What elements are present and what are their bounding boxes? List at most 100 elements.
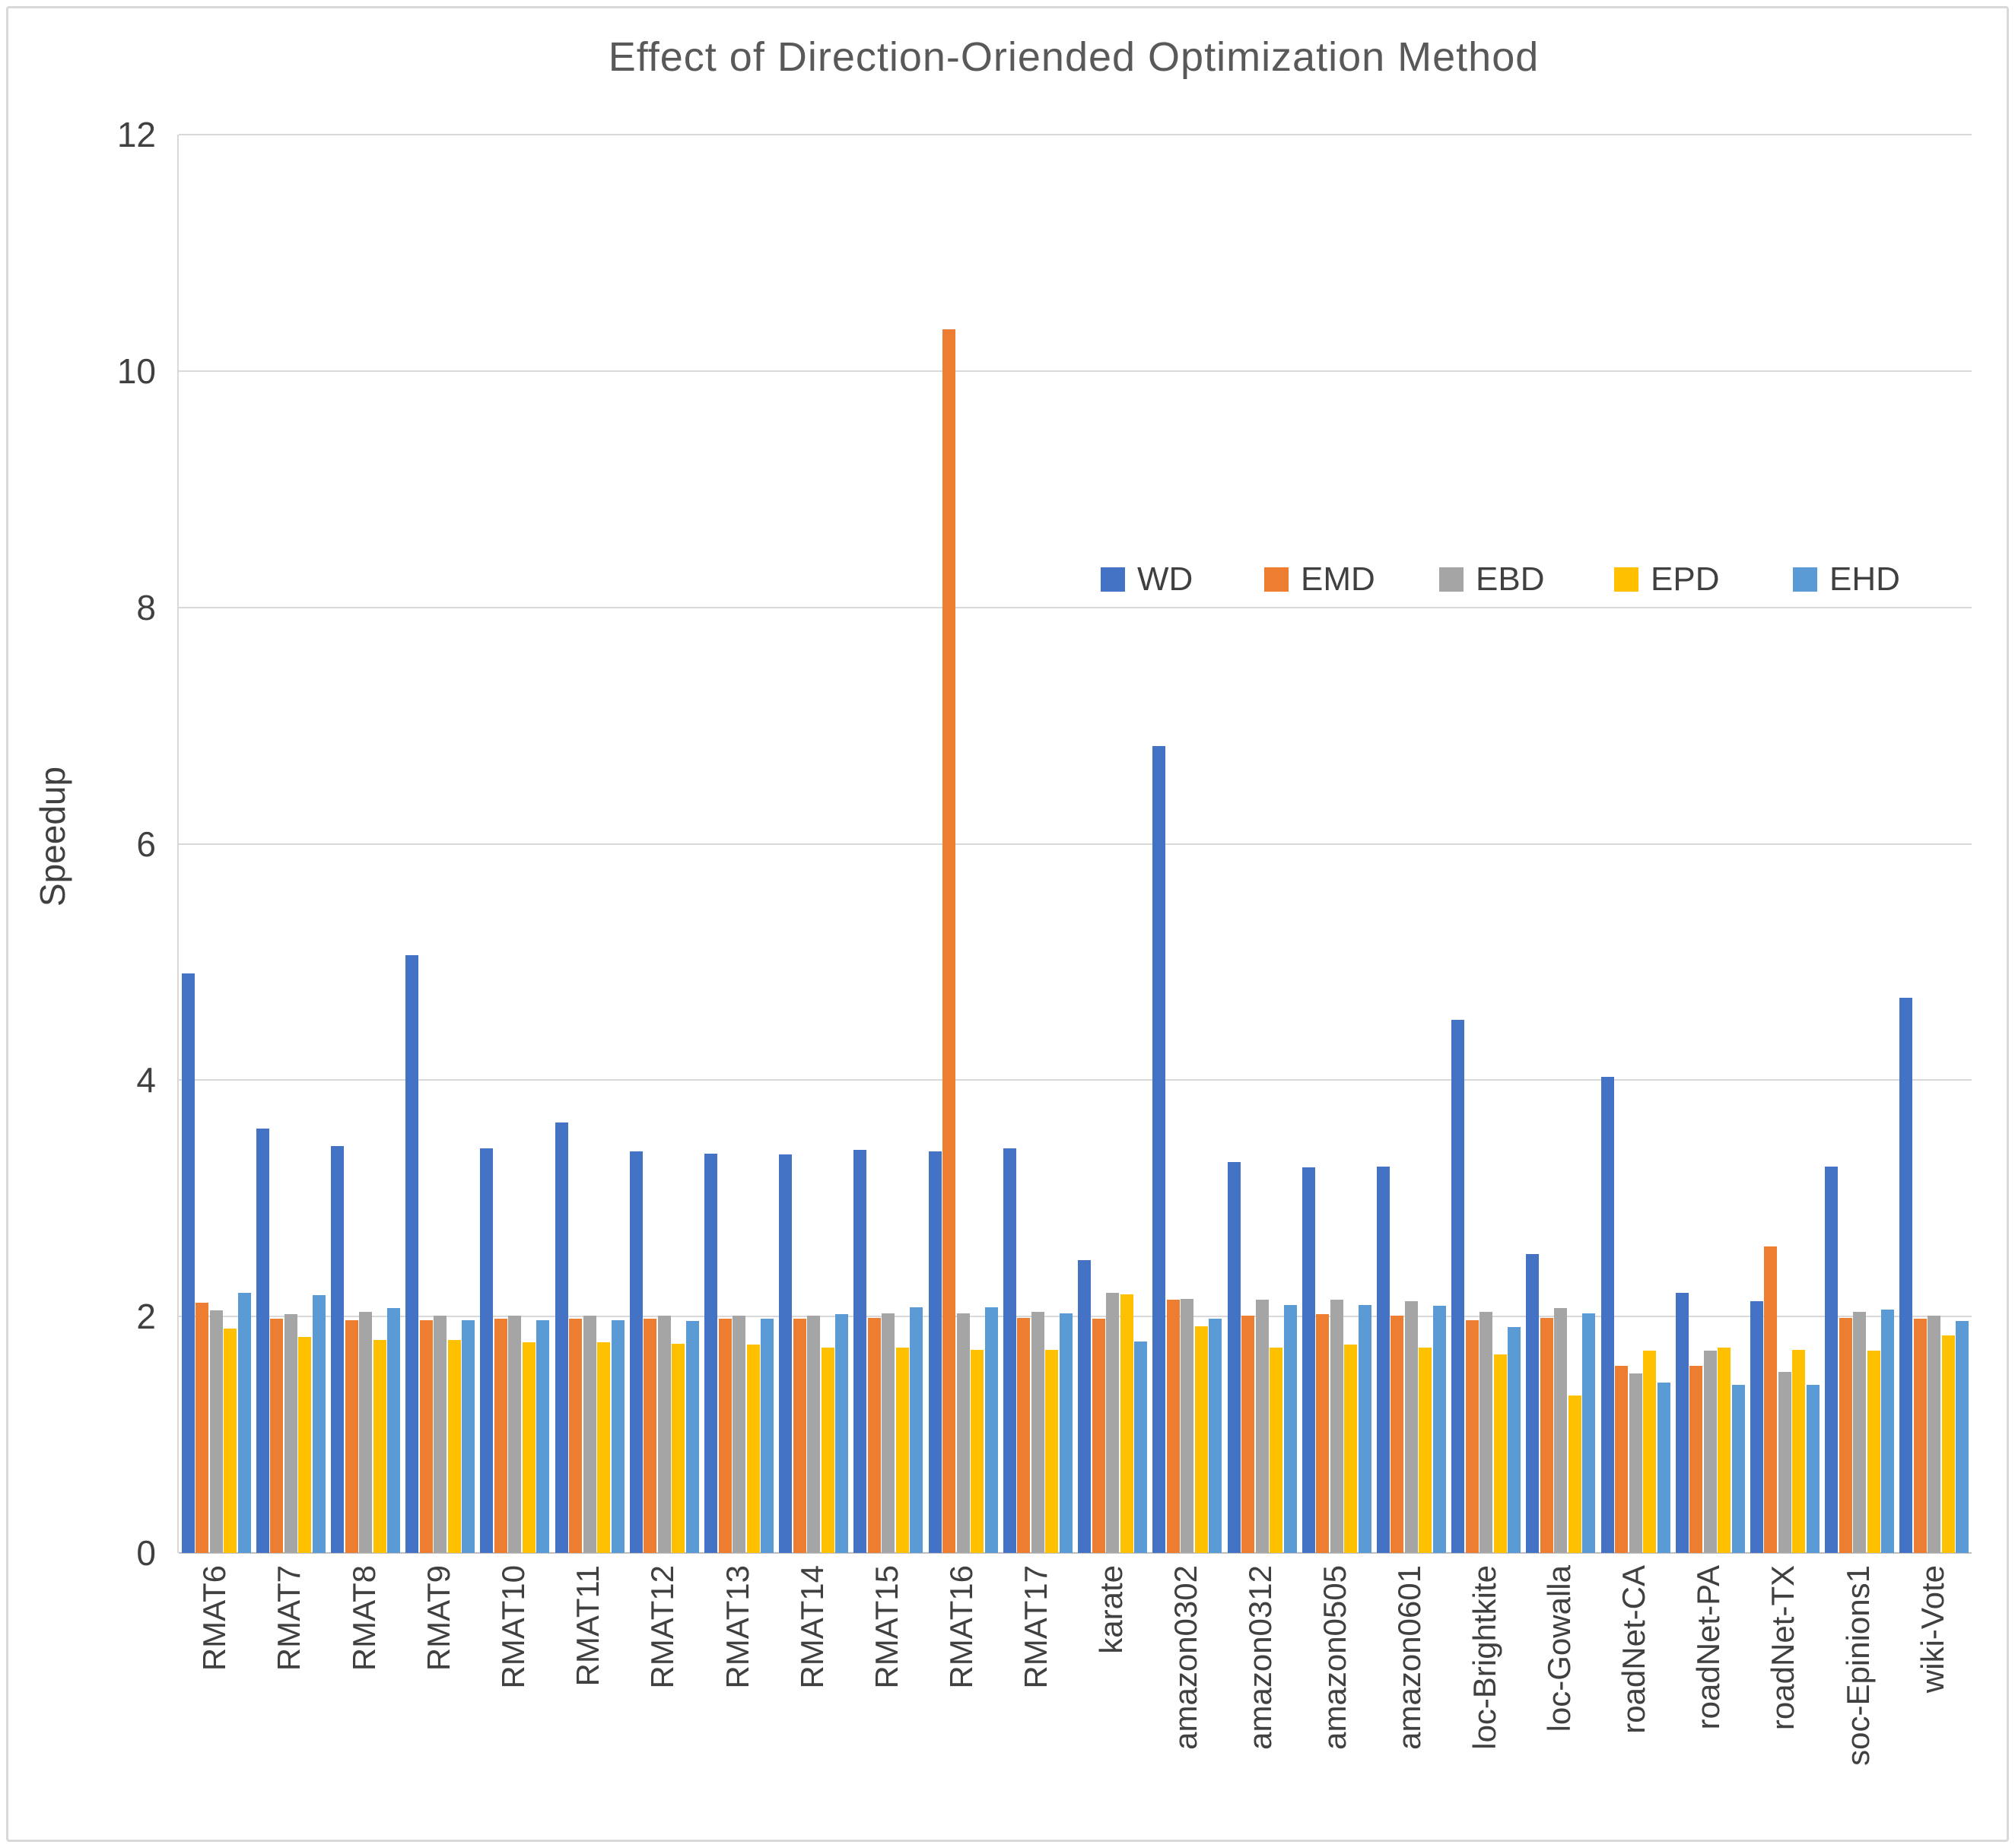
bar-EHD-amazon0302 bbox=[1209, 1319, 1222, 1553]
bar-EMD-RMAT13 bbox=[718, 1319, 732, 1553]
bar-EBD-RMAT7 bbox=[284, 1314, 297, 1553]
bar-EHD-RMAT9 bbox=[462, 1319, 475, 1553]
bar-EPD-RMAT15 bbox=[895, 1347, 909, 1553]
x-tick-label-RMAT6: RMAT6 bbox=[196, 1565, 233, 1672]
bar-WD-roadNet-TX bbox=[1750, 1300, 1763, 1553]
bar-EBD-RMAT6 bbox=[209, 1310, 223, 1553]
legend-swatch-EBD bbox=[1439, 567, 1464, 592]
bar-EHD-RMAT15 bbox=[910, 1307, 923, 1553]
bar-EHD-roadNet-TX bbox=[1806, 1385, 1820, 1553]
legend-label-EPD: EPD bbox=[1651, 560, 1720, 598]
bar-EMD-RMAT11 bbox=[569, 1319, 583, 1553]
bar-EMD-roadNet-PA bbox=[1689, 1366, 1703, 1553]
bar-EPD-RMAT9 bbox=[447, 1340, 461, 1553]
bar-WD-amazon0312 bbox=[1227, 1161, 1241, 1553]
bar-EHD-amazon0601 bbox=[1432, 1306, 1446, 1553]
bar-EMD-loc-Gowalla bbox=[1540, 1317, 1553, 1553]
chart-title: Effect of Direction-Oriended Optimizatio… bbox=[608, 34, 1540, 80]
legend-label-EBD: EBD bbox=[1476, 560, 1545, 598]
x-tick-label-RMAT11: RMAT11 bbox=[570, 1565, 606, 1687]
bar-WD-RMAT8 bbox=[331, 1146, 345, 1553]
bar-EHD-RMAT14 bbox=[835, 1314, 849, 1553]
bar-EPD-loc-Brightkite bbox=[1493, 1354, 1507, 1553]
gridline-y6 bbox=[179, 843, 1972, 845]
bar-EPD-soc-Epinions1 bbox=[1867, 1351, 1880, 1553]
bar-EHD-amazon0505 bbox=[1358, 1304, 1371, 1553]
x-tick-label-RMAT12: RMAT12 bbox=[644, 1565, 681, 1689]
bar-EMD-amazon0312 bbox=[1241, 1315, 1255, 1553]
bar-EMD-RMAT15 bbox=[867, 1317, 881, 1553]
bar-EBD-roadNet-PA bbox=[1703, 1351, 1717, 1553]
bar-EBD-loc-Brightkite bbox=[1479, 1311, 1493, 1553]
bar-EBD-RMAT13 bbox=[733, 1315, 746, 1553]
gridline-y2 bbox=[179, 1316, 1972, 1318]
legend-item-EHD: EHD bbox=[1793, 560, 1900, 599]
x-tick-label-RMAT10: RMAT10 bbox=[494, 1565, 531, 1689]
y-tick-label-0: 0 bbox=[136, 1533, 156, 1573]
bar-EPD-RMAT17 bbox=[1045, 1349, 1059, 1553]
y-tick-label-4: 4 bbox=[136, 1060, 156, 1100]
bar-EHD-amazon0312 bbox=[1283, 1304, 1297, 1553]
bar-WD-RMAT7 bbox=[256, 1129, 269, 1553]
bar-EBD-RMAT17 bbox=[1031, 1311, 1044, 1553]
bar-EMD-roadNet-CA bbox=[1615, 1366, 1629, 1553]
bar-WD-RMAT6 bbox=[181, 973, 195, 1553]
bar-EBD-amazon0302 bbox=[1181, 1298, 1194, 1553]
bar-EBD-karate bbox=[1106, 1293, 1120, 1553]
bar-WD-RMAT14 bbox=[779, 1154, 793, 1553]
x-tick-label-RMAT15: RMAT15 bbox=[868, 1565, 904, 1689]
bar-EPD-wiki-Vote bbox=[1941, 1335, 1955, 1553]
bar-EMD-RMAT17 bbox=[1017, 1317, 1031, 1553]
bar-EHD-loc-Gowalla bbox=[1582, 1313, 1596, 1553]
x-tick-label-karate: karate bbox=[1092, 1565, 1129, 1654]
bar-EHD-RMAT16 bbox=[984, 1307, 998, 1553]
bar-EHD-RMAT8 bbox=[387, 1308, 401, 1553]
bar-EBD-RMAT12 bbox=[657, 1315, 671, 1553]
bar-EHD-soc-Epinions1 bbox=[1881, 1309, 1895, 1553]
bar-EMD-RMAT7 bbox=[270, 1319, 284, 1553]
legend-swatch-WD bbox=[1101, 567, 1125, 592]
bar-EMD-RMAT8 bbox=[345, 1319, 358, 1553]
bar-EMD-roadNet-TX bbox=[1764, 1246, 1778, 1553]
bar-WD-amazon0505 bbox=[1301, 1167, 1315, 1553]
x-tick-label-RMAT16: RMAT16 bbox=[943, 1565, 980, 1689]
bar-EBD-wiki-Vote bbox=[1928, 1315, 1941, 1553]
bar-EBD-amazon0601 bbox=[1404, 1300, 1418, 1553]
bar-EBD-soc-Epinions1 bbox=[1853, 1311, 1867, 1553]
bar-WD-RMAT16 bbox=[928, 1151, 942, 1553]
bar-EMD-amazon0505 bbox=[1316, 1314, 1330, 1553]
bar-EMD-wiki-Vote bbox=[1913, 1319, 1927, 1553]
bar-EHD-RMAT11 bbox=[611, 1319, 625, 1553]
legend-swatch-EPD bbox=[1614, 567, 1638, 592]
bar-WD-RMAT17 bbox=[1003, 1148, 1016, 1553]
bar-WD-RMAT15 bbox=[853, 1150, 867, 1553]
bar-EPD-roadNet-CA bbox=[1643, 1351, 1657, 1553]
bar-EBD-RMAT9 bbox=[434, 1315, 447, 1553]
legend-item-EMD: EMD bbox=[1264, 560, 1375, 599]
x-tick-label-loc-Gowalla: loc-Gowalla bbox=[1540, 1565, 1577, 1732]
bar-WD-RMAT10 bbox=[480, 1148, 494, 1553]
bar-EPD-amazon0312 bbox=[1270, 1347, 1283, 1553]
legend-label-WD: WD bbox=[1137, 560, 1193, 598]
bar-EPD-roadNet-TX bbox=[1792, 1349, 1806, 1553]
bar-EMD-amazon0302 bbox=[1166, 1300, 1180, 1553]
legend-swatch-EMD bbox=[1264, 567, 1289, 592]
bar-EMD-RMAT9 bbox=[419, 1319, 433, 1553]
x-tick-label-RMAT9: RMAT9 bbox=[420, 1565, 456, 1672]
bar-WD-RMAT12 bbox=[629, 1151, 643, 1553]
bar-WD-soc-Epinions1 bbox=[1825, 1166, 1839, 1553]
legend-label-EMD: EMD bbox=[1301, 560, 1375, 598]
legend-swatch-EHD bbox=[1793, 567, 1817, 592]
bar-EHD-RMAT12 bbox=[685, 1321, 699, 1553]
y-tick-label-10: 10 bbox=[116, 351, 156, 391]
bar-EPD-loc-Gowalla bbox=[1568, 1396, 1581, 1553]
bar-EHD-karate bbox=[1134, 1341, 1148, 1553]
bar-WD-roadNet-PA bbox=[1675, 1293, 1689, 1553]
gridline-y12 bbox=[179, 134, 1972, 135]
bar-EHD-RMAT6 bbox=[237, 1293, 251, 1553]
y-tick-label-2: 2 bbox=[136, 1297, 156, 1337]
bar-EPD-karate bbox=[1120, 1294, 1133, 1553]
bar-WD-loc-Gowalla bbox=[1526, 1253, 1540, 1553]
bar-EBD-roadNet-CA bbox=[1629, 1373, 1642, 1553]
